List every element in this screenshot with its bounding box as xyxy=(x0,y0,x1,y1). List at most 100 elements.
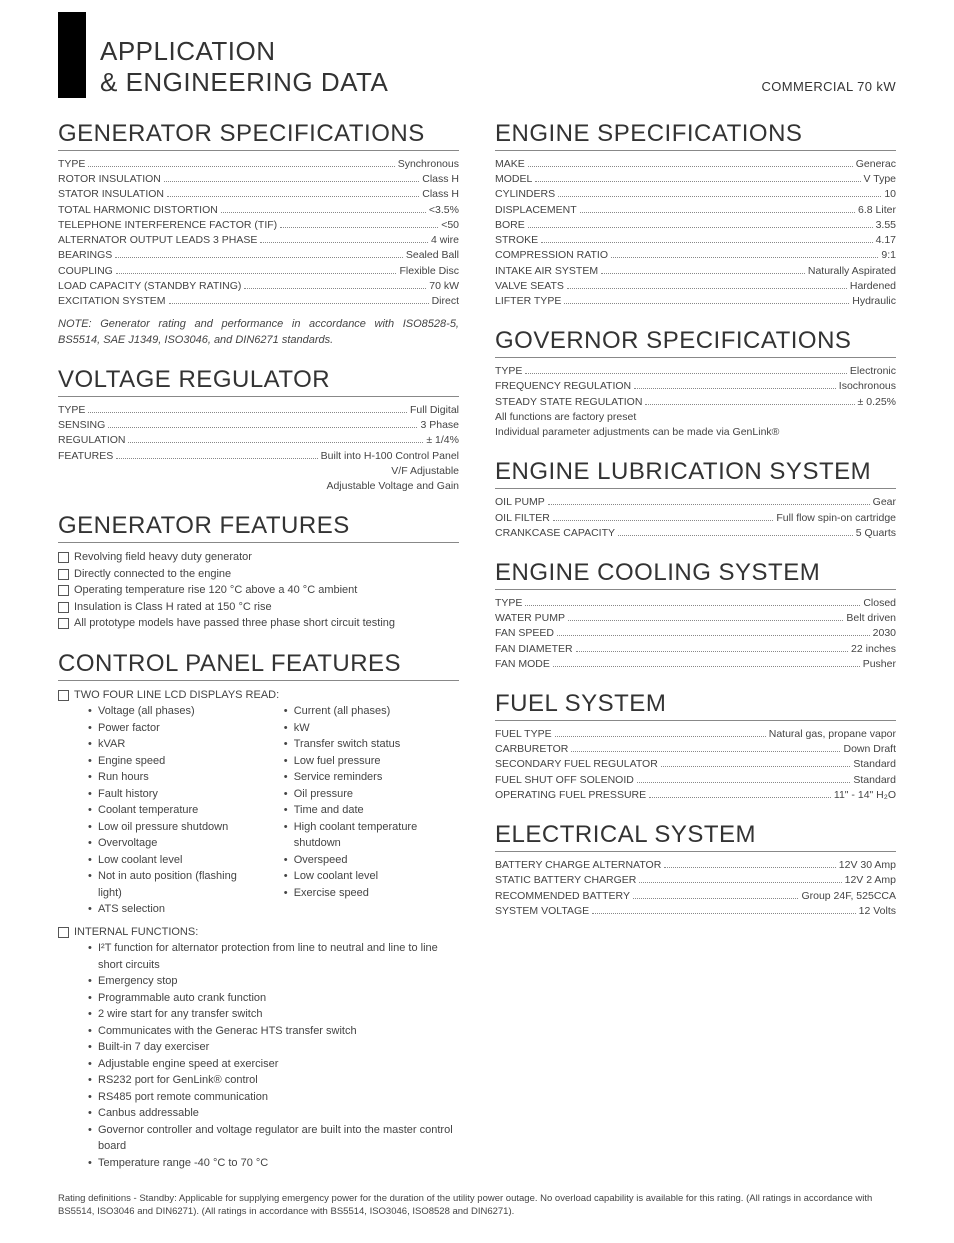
product-label: COMMERCIAL 70 kW xyxy=(762,79,897,98)
dots-leader xyxy=(115,257,403,258)
spec-value: Generac xyxy=(856,157,896,172)
spec-row: SECONDARY FUEL REGULATORStandard xyxy=(495,757,896,772)
fuel-system-list: FUEL TYPENatural gas, propane vaporCARBU… xyxy=(495,727,896,803)
section-title-generator-features: GENERATOR FEATURES xyxy=(58,512,459,543)
spec-label: FAN SPEED xyxy=(495,626,554,641)
spec-row: WATER PUMP Belt driven xyxy=(495,611,896,626)
page-title-line2: & ENGINEERING DATA xyxy=(100,67,762,98)
section-title-generator-spec: GENERATOR SPECIFICATIONS xyxy=(58,120,459,151)
dots-leader xyxy=(525,373,846,374)
bullet-item: Low oil pressure shutdown xyxy=(88,819,256,836)
bullet-item: Fault history xyxy=(88,786,256,803)
spec-label: TOTAL HARMONIC DISTORTION xyxy=(58,203,218,218)
bullet-item: Communicates with the Generac HTS transf… xyxy=(88,1023,459,1040)
dots-leader xyxy=(557,635,870,636)
spec-label: OPERATING FUEL PRESSURE xyxy=(495,788,646,803)
dots-leader xyxy=(108,427,417,428)
dots-leader xyxy=(116,458,317,459)
bullet-item: 2 wire start for any transfer switch xyxy=(88,1006,459,1023)
spec-label: FUEL TYPE xyxy=(495,727,552,742)
bullet-item: Temperature range -40 °C to 70 °C xyxy=(88,1155,459,1172)
bullet-item: I²T function for alternator protection f… xyxy=(88,940,459,973)
spec-row: CYLINDERS10 xyxy=(495,187,896,202)
spec-value: 5 Quarts xyxy=(856,526,896,541)
dots-leader xyxy=(567,288,847,289)
spec-value: Standard xyxy=(853,757,896,772)
dots-leader xyxy=(633,898,798,899)
bullet-item: Not in auto position (flashing light) xyxy=(88,868,256,901)
section-title-voltage-regulator: VOLTAGE REGULATOR xyxy=(58,366,459,397)
bullet-item: Built-in 7 day exerciser xyxy=(88,1039,459,1056)
spec-label: BEARINGS xyxy=(58,248,112,263)
section-title-governor-spec: GOVERNOR SPECIFICATIONS xyxy=(495,327,896,358)
spec-row: COMPRESSION RATIO9:1 xyxy=(495,248,896,263)
governor-notes: All functions are factory presetIndividu… xyxy=(495,410,896,440)
check-item: Operating temperature rise 120 °C above … xyxy=(58,582,459,599)
spec-value: 2030 xyxy=(873,626,896,641)
generator-spec-note: NOTE: Generator rating and performance i… xyxy=(58,317,459,348)
spec-value: Group 24F, 525CCA xyxy=(801,889,896,904)
spec-label: SENSING xyxy=(58,418,105,433)
dots-leader xyxy=(664,867,835,868)
spec-label: STATIC BATTERY CHARGER xyxy=(495,873,636,888)
spec-value: 3.55 xyxy=(876,218,896,233)
spec-value: Closed xyxy=(863,596,896,611)
spec-label: BATTERY CHARGE ALTERNATOR xyxy=(495,858,661,873)
spec-value: 12V 30 Amp xyxy=(839,858,896,873)
engine-cooling-list: TYPE Closed WATER PUMP Belt driven FAN SPEED… xyxy=(495,596,896,672)
spec-value: Sealed Ball xyxy=(406,248,459,263)
spec-label: ROTOR INSULATION xyxy=(58,172,161,187)
bullet-item: Service reminders xyxy=(284,769,459,786)
bullet-item: Low fuel pressure xyxy=(284,753,459,770)
dots-leader xyxy=(645,404,854,405)
spec-label: WATER PUMP xyxy=(495,611,565,626)
dots-leader xyxy=(555,736,766,737)
spec-extra-line: V/F Adjustable xyxy=(58,464,459,479)
spec-value: Down Draft xyxy=(843,742,896,757)
check-item: Revolving field heavy duty generator xyxy=(58,549,459,566)
spec-label: VALVE SEATS xyxy=(495,279,564,294)
bullet-item: Low coolant level xyxy=(88,852,256,869)
spec-row: LIFTER TYPEHydraulic xyxy=(495,294,896,309)
spec-label: TYPE xyxy=(495,364,522,379)
spec-row: TELEPHONE INTERFERENCE FACTOR (TIF)<50 xyxy=(58,218,459,233)
dots-leader xyxy=(116,273,397,274)
lcd-col-a: Voltage (all phases)Power factorkVAREngi… xyxy=(58,703,256,918)
spec-row: MAKEGenerac xyxy=(495,157,896,172)
spec-label: FREQUENCY REGULATION xyxy=(495,379,631,394)
bullet-item: Exercise speed xyxy=(284,885,459,902)
spec-value: Synchronous xyxy=(398,157,459,172)
lcd-col-b: Current (all phases)kWTransfer switch st… xyxy=(274,703,459,918)
plain-note: Individual parameter adjustments can be … xyxy=(495,425,896,440)
spec-row: OIL FILTERFull flow spin-on cartridge xyxy=(495,511,896,526)
bullet-item: Low coolant level xyxy=(284,868,459,885)
spec-value: Belt driven xyxy=(846,611,896,626)
voltage-regulator-extra: V/F AdjustableAdjustable Voltage and Gai… xyxy=(58,464,459,494)
bullet-item: Emergency stop xyxy=(88,973,459,990)
dots-leader xyxy=(244,288,426,289)
engine-spec-list: MAKEGeneracMODELV TypeCYLINDERS10DISPLAC… xyxy=(495,157,896,309)
spec-label: TYPE xyxy=(58,157,85,172)
bullet-item: Current (all phases) xyxy=(284,703,459,720)
spec-value: Gear xyxy=(873,495,896,510)
section-title-fuel-system: FUEL SYSTEM xyxy=(495,690,896,721)
bullet-item: Voltage (all phases) xyxy=(88,703,256,720)
spec-value: Direct xyxy=(432,294,459,309)
spec-row: REGULATION± 1/4% xyxy=(58,433,459,448)
spec-label: FAN DIAMETER xyxy=(495,642,573,657)
spec-label: OIL FILTER xyxy=(495,511,550,526)
dots-leader xyxy=(558,196,881,197)
spec-row: CRANKCASE CAPACITY 5 Quarts xyxy=(495,526,896,541)
spec-label: TYPE xyxy=(495,596,522,611)
bullet-item: Power factor xyxy=(88,720,256,737)
spec-label: CRANKCASE CAPACITY xyxy=(495,526,615,541)
bullet-item: kW xyxy=(284,720,459,737)
dots-leader xyxy=(528,166,853,167)
dots-leader xyxy=(571,751,840,752)
spec-value: <3.5% xyxy=(429,203,459,218)
spec-row: ROTOR INSULATIONClass H xyxy=(58,172,459,187)
dots-leader xyxy=(634,388,836,389)
spec-value: 3 Phase xyxy=(420,418,459,433)
bullet-item: Time and date xyxy=(284,802,459,819)
section-title-control-panel: CONTROL PANEL FEATURES xyxy=(58,650,459,681)
